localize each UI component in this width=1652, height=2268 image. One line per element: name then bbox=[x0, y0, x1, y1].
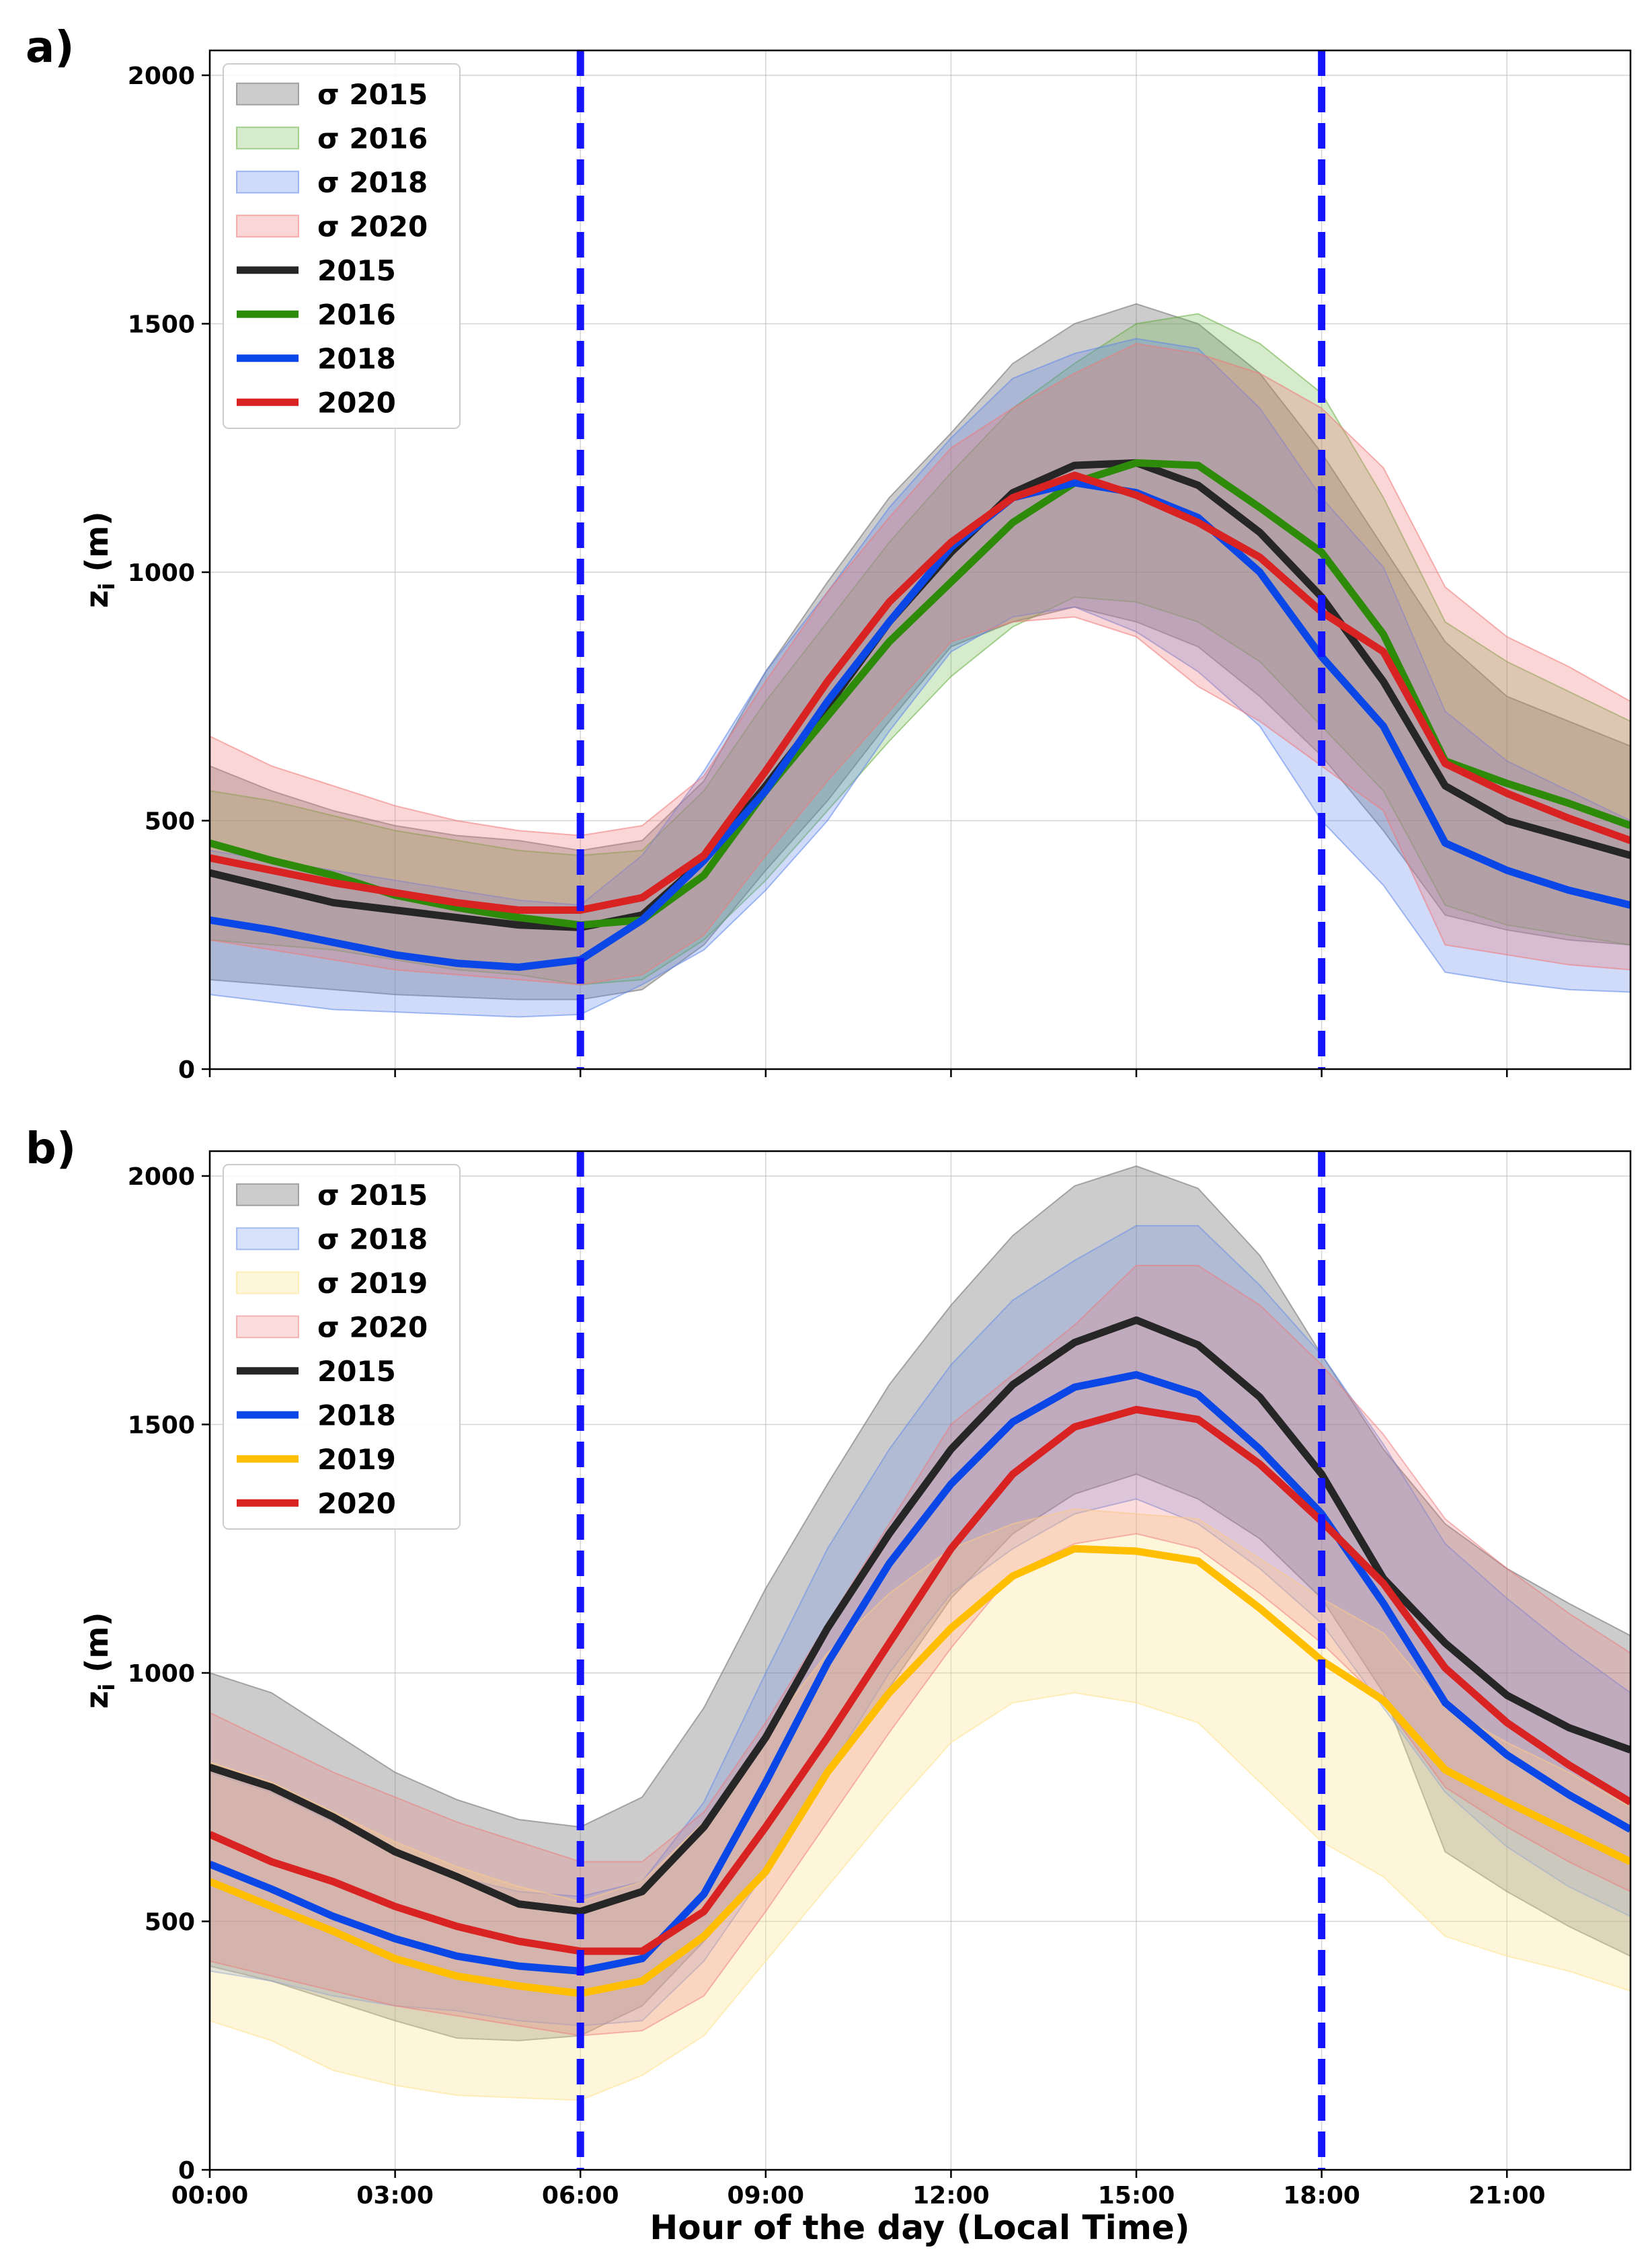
legend-label: 2019 bbox=[317, 1443, 396, 1476]
legend-label: σ 2020 bbox=[317, 1311, 428, 1343]
y-axis-label: zi (m) bbox=[79, 512, 120, 609]
sigma-band-2015 bbox=[210, 1165, 1630, 2041]
legend-label: 2020 bbox=[317, 1487, 396, 1520]
y-tick-label: 500 bbox=[145, 808, 195, 835]
legend-label: 2018 bbox=[317, 1399, 396, 1432]
legend-label: σ 2015 bbox=[317, 78, 428, 111]
series-line-2020 bbox=[210, 471, 1630, 914]
legend: σ 2015 σ 2016 σ 2018 σ 2020 2015 2016 2018 2020 bbox=[223, 63, 461, 429]
x-tick-label: 15:00 bbox=[1098, 2182, 1175, 2210]
legend-swatch-band bbox=[236, 170, 299, 194]
x-tick-label: 21:00 bbox=[1468, 2182, 1546, 2210]
legend-label: 2015 bbox=[317, 1355, 396, 1388]
legend-swatch-band bbox=[236, 82, 299, 106]
series-line-2015 bbox=[210, 1316, 1630, 1916]
series-line-2020 bbox=[210, 1405, 1630, 1955]
sigma-band-2020 bbox=[210, 1264, 1630, 2037]
legend-label: 2018 bbox=[317, 342, 396, 375]
plot-area bbox=[210, 50, 1630, 1069]
series-line-2018 bbox=[210, 1371, 1630, 1975]
axes-frame bbox=[208, 49, 1632, 1070]
legend: σ 2015 σ 2018 σ 2019 σ 2020 2015 2018 2019 2020 bbox=[223, 1164, 461, 1530]
sigma-band-2015 bbox=[210, 303, 1630, 1001]
x-tick-label: 03:00 bbox=[356, 2182, 434, 2210]
legend-label: σ 2019 bbox=[317, 1267, 428, 1300]
y-tick-label: 0 bbox=[178, 2157, 195, 2185]
y-tick-label: 1500 bbox=[128, 1411, 195, 1439]
legend-label: σ 2018 bbox=[317, 1222, 428, 1255]
panel-label: b) bbox=[26, 1124, 76, 1174]
legend-label: σ 2015 bbox=[317, 1179, 428, 1212]
series-line-2018 bbox=[210, 479, 1630, 971]
legend-box bbox=[223, 1164, 461, 1530]
sigma-band-2020 bbox=[210, 342, 1630, 986]
y-axis-label: zi (m) bbox=[79, 1612, 120, 1709]
legend-box bbox=[223, 63, 461, 429]
plot-area bbox=[210, 1151, 1630, 2170]
y-axis-label-main: z bbox=[79, 1691, 115, 1709]
series-line-2019 bbox=[210, 1544, 1630, 1998]
axes-frame bbox=[208, 1150, 1632, 2171]
y-tick-label: 1000 bbox=[128, 1660, 195, 1688]
y-tick-label: 500 bbox=[145, 1908, 195, 1936]
legend-label: σ 2016 bbox=[317, 122, 428, 155]
x-tick-label: 12:00 bbox=[912, 2182, 990, 2210]
panel-label: a) bbox=[26, 23, 74, 73]
series-line-2016 bbox=[210, 459, 1630, 929]
legend-swatch-band bbox=[236, 214, 299, 238]
legend-swatch-band bbox=[236, 1315, 299, 1339]
x-tick-label: 00:00 bbox=[171, 2182, 249, 2210]
x-tick-label: 09:00 bbox=[727, 2182, 805, 2210]
x-tick-label: 18:00 bbox=[1283, 2182, 1360, 2210]
y-tick-label: 2000 bbox=[128, 1163, 195, 1191]
y-axis-label-unit: (m) bbox=[79, 1612, 115, 1684]
y-axis-label-sub: i bbox=[94, 1684, 120, 1691]
y-tick-label: 2000 bbox=[128, 63, 195, 90]
legend-label: 2015 bbox=[317, 254, 396, 287]
x-axis-label: Hour of the day (Local Time) bbox=[650, 2208, 1189, 2247]
legend-swatch-band bbox=[236, 1183, 299, 1206]
legend-label: σ 2018 bbox=[317, 166, 428, 199]
legend-label: 2020 bbox=[317, 386, 396, 419]
legend-swatch-band bbox=[236, 126, 299, 150]
y-axis-label-sub: i bbox=[94, 583, 120, 590]
sigma-band-2018 bbox=[210, 338, 1630, 1018]
y-axis-label-main: z bbox=[79, 590, 115, 609]
legend-swatch-band bbox=[236, 1227, 299, 1251]
legend-swatch-band bbox=[236, 1271, 299, 1294]
sigma-band-2016 bbox=[210, 313, 1630, 986]
y-tick-label: 1000 bbox=[128, 559, 195, 587]
y-tick-label: 0 bbox=[178, 1056, 195, 1084]
panel-b: 00:00 03:00 06:00 09:00 12:00 15:00 18:00 21:00… bbox=[26, 1124, 1632, 2210]
legend-label: σ 2020 bbox=[317, 210, 428, 243]
legend-label: 2016 bbox=[317, 298, 396, 331]
y-tick-label: 1500 bbox=[128, 311, 195, 338]
y-axis-label-unit: (m) bbox=[79, 512, 115, 583]
x-tick-label: 06:00 bbox=[542, 2182, 619, 2210]
sigma-band-2018 bbox=[210, 1224, 1630, 2027]
